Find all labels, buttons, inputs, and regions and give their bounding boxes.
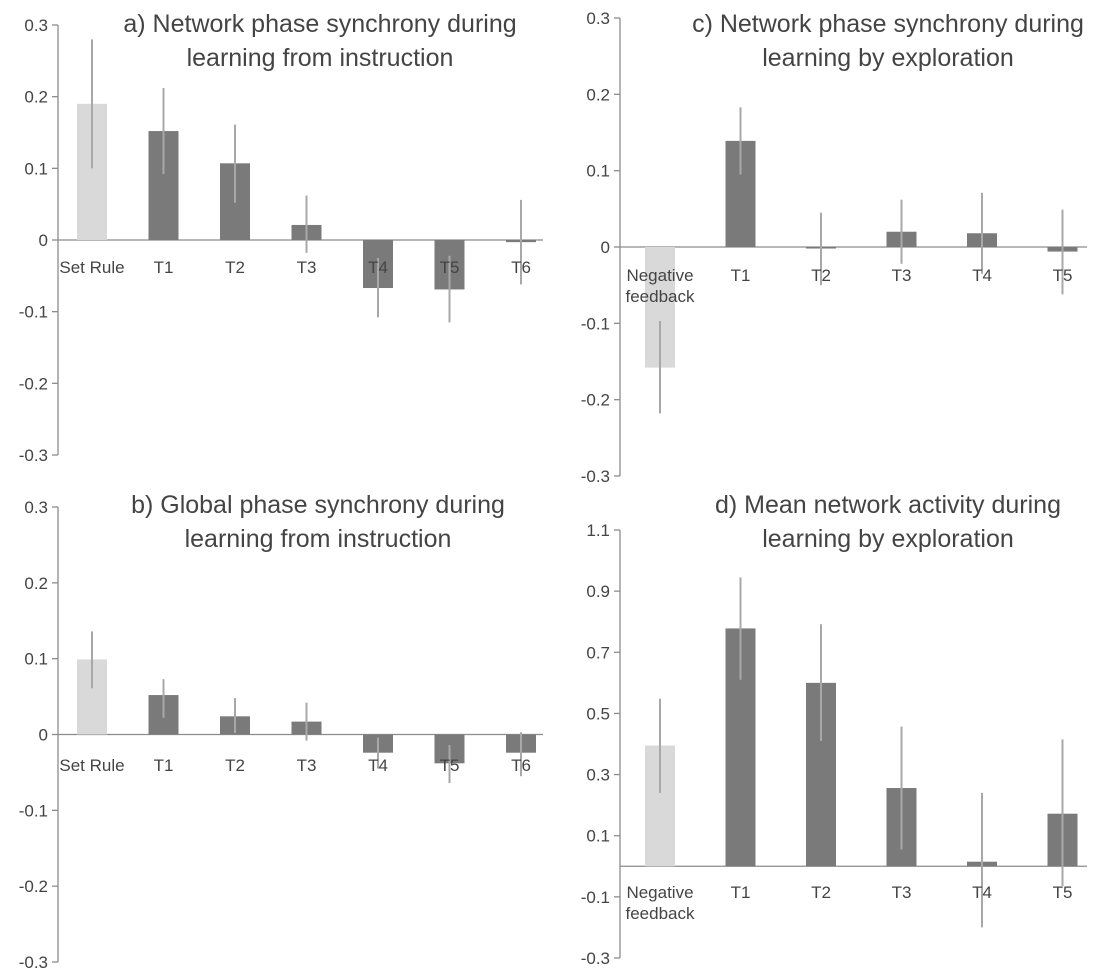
panel-c: c) Network phase synchrony during learni…: [581, 9, 1087, 486]
error-bars: [91, 39, 522, 323]
y-tick-label: 0.7: [586, 643, 610, 662]
category-label: T2: [225, 756, 245, 775]
category-label: T6: [511, 756, 531, 775]
y-tick-label: 0.1: [586, 162, 610, 181]
chart-title-line-2: learning from instruction: [185, 525, 452, 553]
category-label: T2: [811, 266, 831, 285]
error-bars: [659, 107, 1064, 414]
y-tick-label: -0.1: [581, 888, 610, 907]
panel-a: a) Network phase synchrony during learni…: [19, 10, 543, 465]
category-label: Negative feedback: [626, 883, 695, 923]
error-bars: [659, 577, 1064, 928]
y-tick-label: 0.9: [586, 582, 610, 601]
category-label: T1: [154, 756, 174, 775]
bars: [645, 140, 1078, 368]
y-tick-label: 0: [39, 231, 48, 250]
category-labels: Set Rule T1 T2 T3 T4 T5 T6: [59, 756, 531, 775]
y-tick-label: 0.1: [24, 650, 48, 669]
y-tick-label: -0.2: [19, 374, 48, 393]
panel-b: b) Global phase synchrony during learnin…: [19, 491, 543, 972]
category-label: T5: [440, 756, 460, 775]
y-tick-label: 0.3: [586, 9, 610, 28]
category-label: T4: [972, 883, 992, 902]
category-label: T3: [297, 258, 317, 277]
y-tick-label: 0.1: [24, 159, 48, 178]
y-ticks: -0.3 -0.2 -0.1 0 0.1 0.2 0.3: [19, 498, 58, 972]
y-tick-label: 0.5: [586, 704, 610, 723]
chart-title-line-2: learning by exploration: [762, 44, 1014, 72]
category-label: T1: [154, 258, 174, 277]
y-tick-label: -0.1: [581, 314, 610, 333]
category-label: T2: [811, 883, 831, 902]
y-tick-label: 0.2: [24, 88, 48, 107]
category-labels: Set Rule T1 T2 T3 T4 T5 T6: [59, 258, 531, 277]
category-label: T3: [892, 883, 912, 902]
category-label: Negative feedback: [626, 266, 695, 306]
error-bars: [91, 631, 522, 784]
category-label: T4: [368, 258, 388, 277]
y-tick-label: 1.1: [586, 521, 610, 540]
chart-title-line-1: a) Network phase synchrony during: [123, 10, 516, 38]
category-label: Set Rule: [59, 756, 124, 775]
y-tick-label: 0.3: [24, 498, 48, 517]
y-ticks: -0.3 -0.2 -0.1 0 0.1 0.2 0.3: [581, 9, 620, 486]
y-tick-label: 0.2: [586, 85, 610, 104]
chart-title-line-2: learning by exploration: [762, 525, 1014, 553]
category-label: T3: [297, 756, 317, 775]
y-tick-label: 0: [39, 726, 48, 745]
y-tick-label: -0.2: [19, 877, 48, 896]
y-tick-label: -0.2: [581, 391, 610, 410]
chart-title-line-1: d) Mean network activity during: [715, 491, 1061, 519]
y-tick-label: 0.2: [24, 574, 48, 593]
category-labels: Negative feedback T1 T2 T3 T4 T5: [626, 266, 1073, 306]
category-label: T6: [511, 258, 531, 277]
y-tick-label: -0.3: [19, 446, 48, 465]
y-tick-label: -0.1: [19, 303, 48, 322]
y-tick-label: 0: [601, 238, 610, 257]
y-ticks: -0.3 -0.2 -0.1 0 0.1 0.2 0.3: [19, 16, 58, 465]
y-tick-label: -0.3: [581, 467, 610, 486]
category-label: T1: [731, 266, 751, 285]
y-tick-label: -0.1: [19, 801, 48, 820]
category-label: Set Rule: [59, 258, 124, 277]
category-label: T5: [1053, 883, 1073, 902]
bars: [645, 628, 1078, 867]
category-label: T5: [440, 258, 460, 277]
y-tick-label: 0.3: [586, 766, 610, 785]
chart-title-line-1: c) Network phase synchrony during: [692, 10, 1084, 38]
category-label: T3: [892, 266, 912, 285]
category-labels: Negative feedback T1 T2 T3 T4 T5: [626, 883, 1073, 923]
bars: [77, 659, 536, 764]
category-label: T4: [972, 266, 992, 285]
category-label: T2: [225, 258, 245, 277]
category-label: T4: [368, 756, 388, 775]
y-tick-label: -0.3: [581, 949, 610, 968]
y-tick-label: 0.1: [586, 827, 610, 846]
category-label: T1: [731, 883, 751, 902]
chart-title-line-2: learning from instruction: [187, 44, 454, 72]
panel-d: d) Mean network activity during learning…: [581, 491, 1087, 968]
y-tick-label: 0.3: [24, 16, 48, 35]
y-ticks: -0.3 -0.1 0.1 0.3 0.5 0.7 0.9 1.1: [581, 521, 620, 968]
category-label: T5: [1053, 266, 1073, 285]
y-tick-label: -0.3: [19, 953, 48, 972]
chart-title-line-1: b) Global phase synchrony during: [131, 491, 505, 519]
